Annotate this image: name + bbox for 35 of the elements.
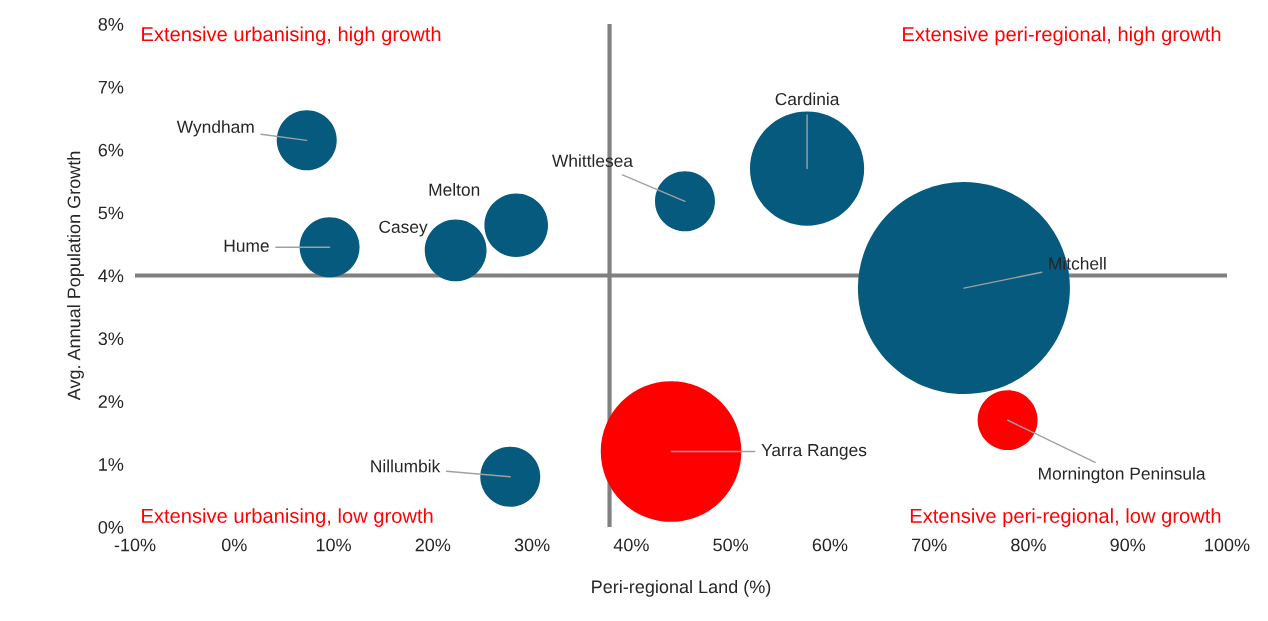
y-tick-label: 8% <box>98 17 124 31</box>
y-axis-title: Avg. Annual Population Growth <box>67 151 84 401</box>
y-tick-label: 1% <box>99 458 124 471</box>
x-tick-label: 30% <box>514 538 550 552</box>
x-axis-title: Peri-regional Land (%) <box>592 579 771 597</box>
series-label: Hume <box>224 239 269 252</box>
x-tick-label: 50% <box>713 538 749 552</box>
x-tick-label: 60% <box>812 538 848 552</box>
annotation: Extensive peri-regional, low growth <box>910 508 1221 527</box>
x-tick-label: 20% <box>415 538 451 552</box>
x-tick-label: -10% <box>114 538 156 552</box>
series-label: Cardinia <box>775 92 840 106</box>
x-tick-label: 0% <box>221 538 247 552</box>
series-label: Melton <box>429 183 480 196</box>
annotation: Extensive peri-regional, high growth <box>903 26 1221 46</box>
y-tick-label: 7% <box>98 80 124 94</box>
y-tick-label: 5% <box>98 206 124 220</box>
x-tick-label: 70% <box>912 538 947 552</box>
x-tick-label: 40% <box>613 538 649 552</box>
y-tick-label: 0% <box>98 520 124 534</box>
text: Nillumbik <box>371 459 441 473</box>
y-tick-label: 3% <box>98 332 124 346</box>
x-tick-label: 100% <box>1205 538 1250 552</box>
series-label: Wyndham <box>176 120 254 137</box>
series-label: Casey <box>379 220 428 237</box>
x-tick-label: 90% <box>1110 538 1146 552</box>
x-tick-label: 10% <box>316 538 351 552</box>
series-label: Yarra Ranges <box>761 444 867 460</box>
annotation: Extensive urbanising, high growth <box>142 26 441 46</box>
annotation: Extensive urbanising, low growth <box>142 508 433 527</box>
series-label: Mornington Peninsula <box>1039 467 1206 484</box>
y-tick-label: 6% <box>98 143 124 157</box>
y-tick-label: 4% <box>98 269 124 283</box>
y-tick-label: 2% <box>98 395 124 408</box>
x-tick-label: 80% <box>1011 538 1046 552</box>
